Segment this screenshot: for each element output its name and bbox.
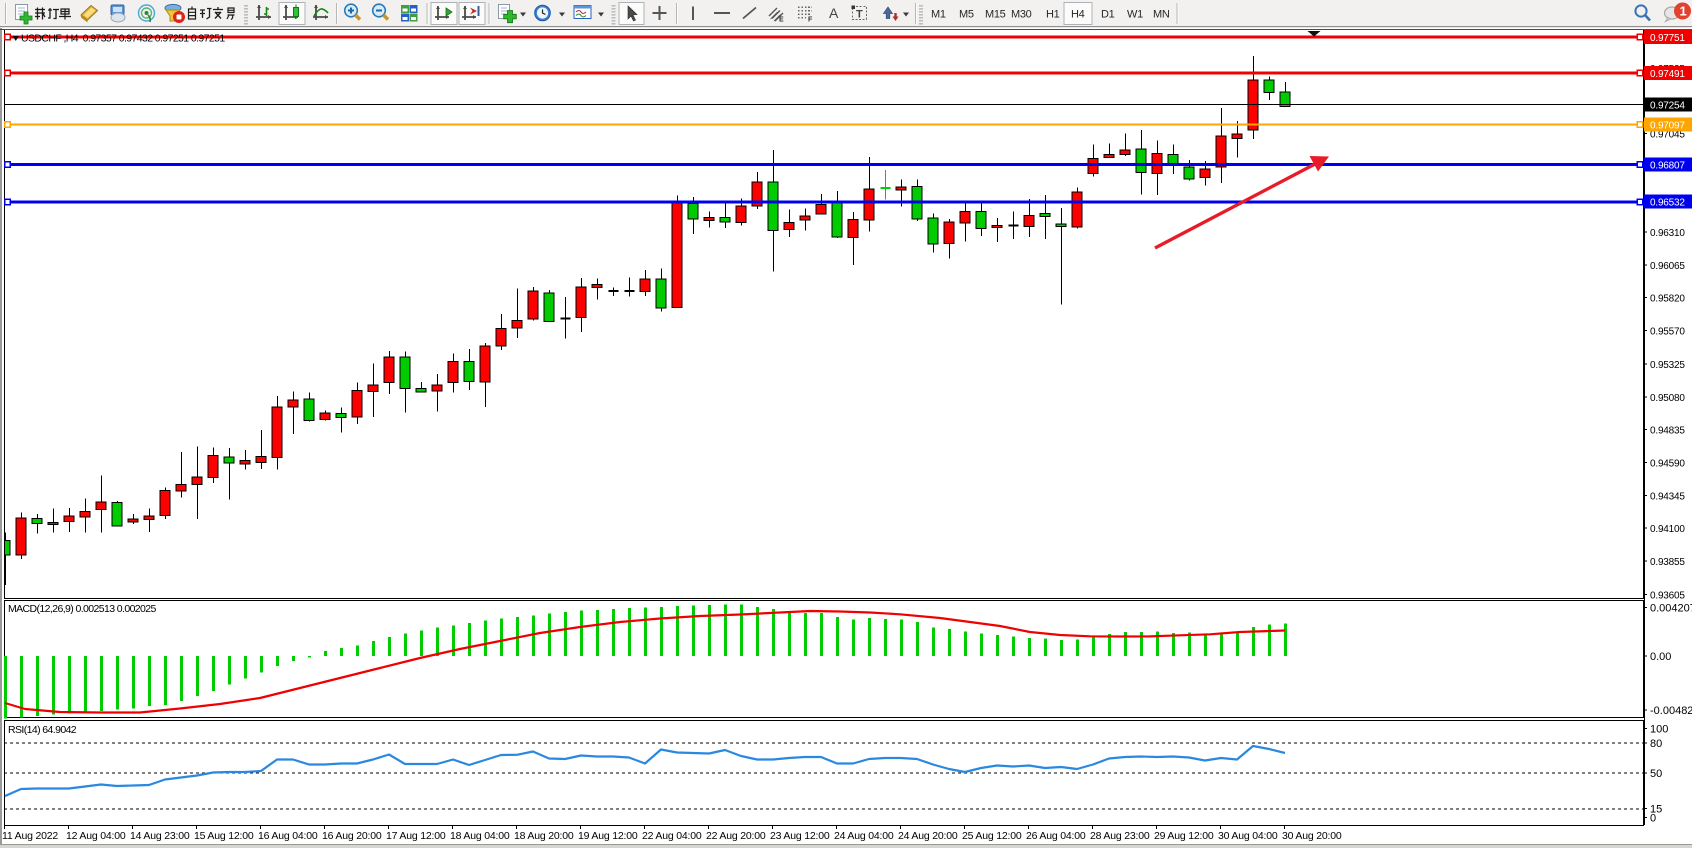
- svg-text:23 Aug 12:00: 23 Aug 12:00: [770, 830, 830, 842]
- svg-text:0.97254: 0.97254: [1650, 101, 1685, 112]
- svg-text:0.00: 0.00: [1650, 651, 1671, 663]
- svg-text:0.96310: 0.96310: [1650, 228, 1685, 239]
- svg-text:0.94590: 0.94590: [1650, 459, 1685, 470]
- svg-text:0.96532: 0.96532: [1650, 198, 1685, 209]
- svg-text:-0.004823: -0.004823: [1650, 705, 1692, 717]
- svg-text:100: 100: [1650, 724, 1668, 736]
- svg-text:15: 15: [1650, 804, 1662, 816]
- svg-text:0.97751: 0.97751: [1650, 33, 1685, 44]
- svg-text:19 Aug 12:00: 19 Aug 12:00: [578, 830, 638, 842]
- svg-text:0.93605: 0.93605: [1650, 590, 1685, 601]
- svg-text:30 Aug 20:00: 30 Aug 20:00: [1282, 830, 1342, 842]
- svg-text:W1: W1: [1127, 9, 1143, 21]
- svg-text:0.97045: 0.97045: [1650, 130, 1685, 141]
- svg-text:29 Aug 12:00: 29 Aug 12:00: [1154, 830, 1214, 842]
- svg-text:M1: M1: [931, 9, 946, 21]
- svg-text:50: 50: [1650, 768, 1662, 780]
- svg-text:0.93855: 0.93855: [1650, 557, 1685, 568]
- svg-text:0.95080: 0.95080: [1650, 393, 1685, 404]
- svg-text:H1: H1: [1046, 9, 1060, 21]
- svg-text:0.96807: 0.96807: [1650, 161, 1685, 172]
- svg-text:H4: H4: [1071, 9, 1085, 21]
- svg-text:0.004207: 0.004207: [1650, 603, 1692, 615]
- svg-text:MACD(12,26,9) 0.002513 0.00202: MACD(12,26,9) 0.002513 0.002025: [8, 603, 157, 615]
- svg-text:1: 1: [1680, 4, 1687, 19]
- svg-text:0.94835: 0.94835: [1650, 426, 1685, 437]
- svg-text:28 Aug 23:00: 28 Aug 23:00: [1090, 830, 1150, 842]
- svg-text:0.97491: 0.97491: [1650, 69, 1685, 80]
- svg-text:M30: M30: [1011, 9, 1032, 21]
- svg-text:16 Aug 04:00: 16 Aug 04:00: [258, 830, 318, 842]
- svg-text:17 Aug 12:00: 17 Aug 12:00: [386, 830, 446, 842]
- svg-text:0: 0: [1650, 813, 1656, 825]
- svg-text:24 Aug 20:00: 24 Aug 20:00: [898, 830, 958, 842]
- svg-text:14 Aug 23:00: 14 Aug 23:00: [130, 830, 190, 842]
- svg-text:0.95570: 0.95570: [1650, 327, 1685, 338]
- svg-text:F: F: [808, 17, 813, 24]
- svg-text:16 Aug 20:00: 16 Aug 20:00: [322, 830, 382, 842]
- svg-text:D1: D1: [1101, 9, 1115, 21]
- svg-text:A: A: [829, 5, 839, 21]
- svg-text:24 Aug 04:00: 24 Aug 04:00: [834, 830, 894, 842]
- svg-text:0.94345: 0.94345: [1650, 491, 1685, 502]
- svg-text:18 Aug 04:00: 18 Aug 04:00: [450, 830, 510, 842]
- svg-text:15 Aug 12:00: 15 Aug 12:00: [194, 830, 254, 842]
- svg-text:M15: M15: [985, 9, 1006, 21]
- svg-text:30 Aug 04:00: 30 Aug 04:00: [1218, 830, 1278, 842]
- svg-text:12 Aug 04:00: 12 Aug 04:00: [66, 830, 126, 842]
- svg-text:0.94100: 0.94100: [1650, 524, 1685, 535]
- svg-text:RSI(14) 64.9042: RSI(14) 64.9042: [8, 724, 77, 736]
- svg-text:0.96065: 0.96065: [1650, 261, 1685, 272]
- svg-text:11 Aug 2022: 11 Aug 2022: [2, 830, 58, 842]
- svg-text:MN: MN: [1153, 9, 1170, 21]
- svg-text:26 Aug 04:00: 26 Aug 04:00: [1026, 830, 1086, 842]
- svg-text:0.95325: 0.95325: [1650, 360, 1685, 371]
- svg-text:80: 80: [1650, 738, 1662, 750]
- svg-text:E: E: [779, 17, 784, 24]
- svg-text:T: T: [856, 9, 863, 21]
- svg-text:0.97097: 0.97097: [1650, 121, 1685, 132]
- svg-text:0.95820: 0.95820: [1650, 294, 1685, 305]
- svg-text:25 Aug 12:00: 25 Aug 12:00: [962, 830, 1022, 842]
- svg-text:22 Aug 04:00: 22 Aug 04:00: [642, 830, 702, 842]
- svg-text:M5: M5: [959, 9, 974, 21]
- svg-text:18 Aug 20:00: 18 Aug 20:00: [514, 830, 574, 842]
- svg-text:22 Aug 20:00: 22 Aug 20:00: [706, 830, 766, 842]
- svg-text:USDCHF ,H4 0.97357 0.97432 0.: USDCHF ,H4 0.97357 0.97432 0.97251 0.972…: [21, 33, 225, 45]
